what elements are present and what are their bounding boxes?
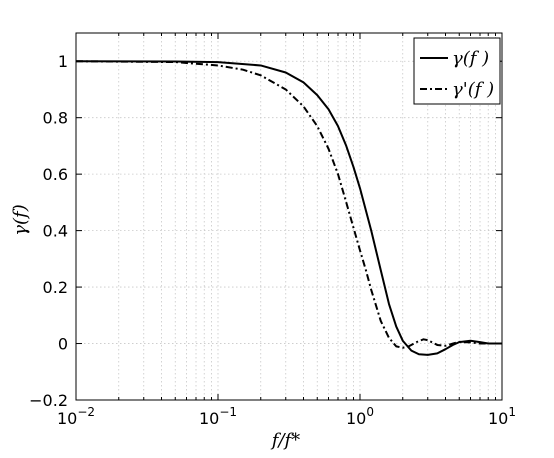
y-tick-label: 0.8 <box>43 109 68 128</box>
y-tick-label: 1 <box>58 52 68 71</box>
legend-label-gamma: γ(f ) <box>452 48 489 69</box>
y-tick-label: −0.2 <box>29 391 68 410</box>
legend-label-gamma-prime: γ'(f ) <box>452 79 494 100</box>
tick-labels: −0.2 0 0.2 0.4 0.6 0.8 1 10−2 10−1 100 101 <box>29 52 516 428</box>
y-tick-label: 0 <box>58 335 68 354</box>
axis-ticks <box>76 33 502 401</box>
series-line-gamma <box>75 60 502 356</box>
x-tick-label: 10−2 <box>57 405 95 428</box>
series-line-gamma-prime <box>75 60 502 349</box>
y-axis-title: γ(f) <box>10 204 31 235</box>
legend: γ(f ) γ'(f ) <box>413 37 501 105</box>
y-tick-label: 0.4 <box>43 222 68 241</box>
y-tick-label: 0.2 <box>43 278 68 297</box>
x-tick-label: 10−1 <box>199 405 237 428</box>
x-tick-label: 101 <box>488 405 516 428</box>
x-tick-label: 100 <box>346 405 374 428</box>
plot-area-frame <box>75 32 503 401</box>
x-axis-title: f/f* <box>270 430 300 451</box>
y-tick-label: 0.6 <box>43 165 68 184</box>
legend-box <box>413 37 501 105</box>
plot-lines <box>75 60 502 356</box>
